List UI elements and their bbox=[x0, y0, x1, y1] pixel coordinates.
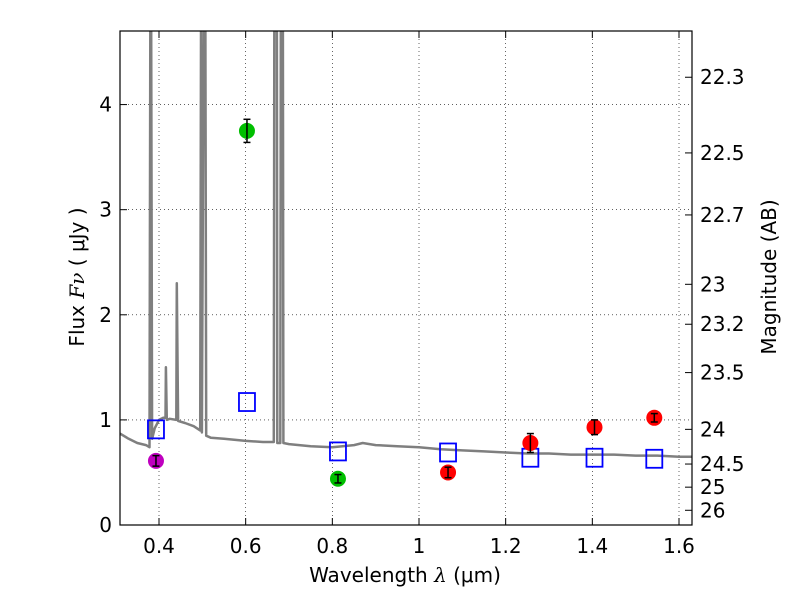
x-tick-label: 1.6 bbox=[663, 534, 695, 558]
model-flux-square bbox=[439, 442, 457, 463]
x-tick-label: 1.2 bbox=[490, 534, 522, 558]
y2-tick-label: 23 bbox=[700, 272, 725, 296]
model-flux-square bbox=[147, 419, 165, 440]
y2-tick-label: 24 bbox=[700, 417, 725, 441]
x-tick-label: 0.6 bbox=[230, 534, 262, 558]
y-tick-label: 1 bbox=[99, 408, 112, 432]
x-axis-label: Wavelength λ (μm) bbox=[309, 563, 501, 587]
x-tick-label: 0.8 bbox=[316, 534, 348, 558]
y2-tick-label: 23.2 bbox=[700, 312, 745, 336]
model-flux-square bbox=[329, 441, 347, 462]
x-tick-label: 0.4 bbox=[143, 534, 175, 558]
x-tick-label: 1 bbox=[413, 534, 426, 558]
x-tick-label: 1.4 bbox=[576, 534, 608, 558]
spectrum-line bbox=[120, 31, 692, 458]
y2-tick-label: 22.3 bbox=[700, 65, 745, 89]
plot-frame bbox=[119, 30, 693, 526]
y-tick-label: 0 bbox=[99, 513, 112, 537]
y2-tick-label: 22.5 bbox=[700, 141, 745, 165]
spectrum-layer bbox=[120, 31, 692, 458]
model-flux-square bbox=[238, 392, 256, 412]
y2-tick-label: 25 bbox=[700, 475, 725, 499]
y2-tick-label: 24.5 bbox=[700, 452, 745, 476]
y2-tick-label: 26 bbox=[700, 498, 725, 522]
y-tick-label: 3 bbox=[99, 198, 112, 222]
right-y-axis-label: Magnitude (AB) bbox=[757, 199, 781, 354]
model-flux-square bbox=[585, 447, 604, 468]
y-axis-label: Flux Fν ( μJy ) bbox=[65, 207, 89, 346]
y2-tick-label: 22.7 bbox=[700, 203, 745, 227]
model-flux-square bbox=[645, 448, 664, 469]
axis-ticks: 0.4 0.6 0.8 1 1.2 1.4 1.60123422.322.522.72323… bbox=[99, 31, 745, 558]
data-points-layer bbox=[147, 118, 664, 487]
y-tick-label: 2 bbox=[99, 303, 112, 327]
y2-tick-label: 23.5 bbox=[700, 361, 745, 385]
y-tick-label: 4 bbox=[99, 93, 112, 117]
